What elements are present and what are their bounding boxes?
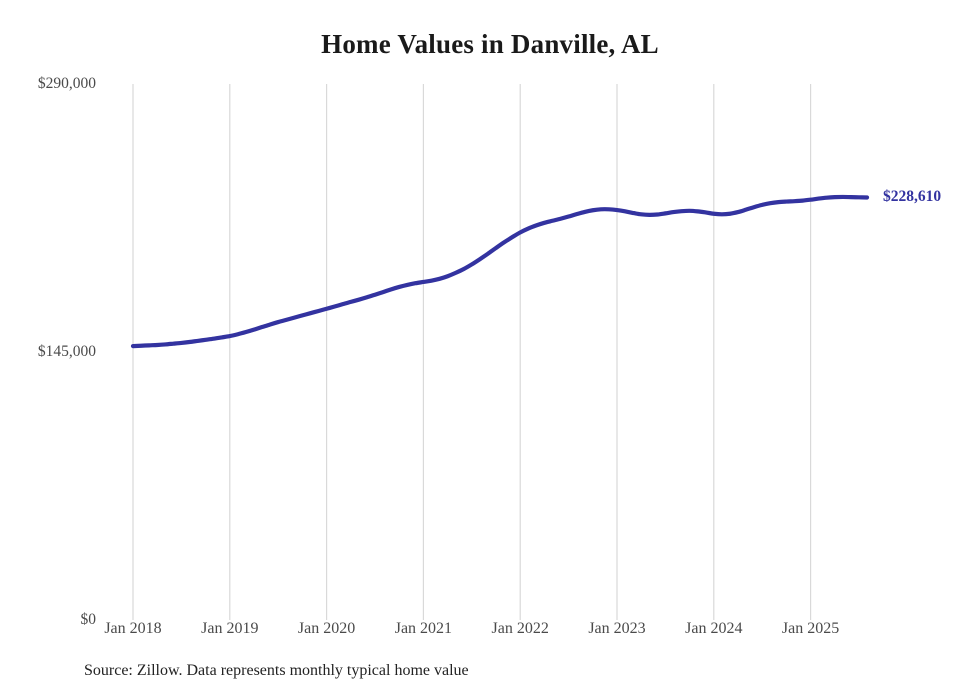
y-tick-label-1: $145,000: [37, 343, 96, 360]
y-tick-label-2: $0: [80, 611, 97, 628]
x-tick-label-jan-2018: Jan 2018: [104, 620, 162, 637]
vertical-gridlines: [132, 84, 812, 620]
y-tick-label-0: $290,000: [37, 75, 96, 92]
x-tick-label-jan-2020: Jan 2020: [297, 620, 356, 637]
x-tick-label-jan-2022: Jan 2022: [491, 620, 549, 637]
x-tick-label-jan-2021: Jan 2021: [394, 620, 453, 637]
x-tick-label-jan-2019: Jan 2019: [201, 620, 259, 637]
chart-title: Home Values in Danville, AL: [321, 29, 659, 59]
x-tick-label-jan-2024: Jan 2024: [685, 620, 743, 637]
value-line-series: [130, 194, 870, 349]
source-note: Source: Zillow. Data represents monthly …: [84, 662, 469, 679]
x-tick-label-jan-2023: Jan 2023: [588, 620, 646, 637]
x-tick-label-jan-2025: Jan 2025: [781, 620, 840, 637]
end-value-callout: $228,610: [883, 188, 942, 206]
